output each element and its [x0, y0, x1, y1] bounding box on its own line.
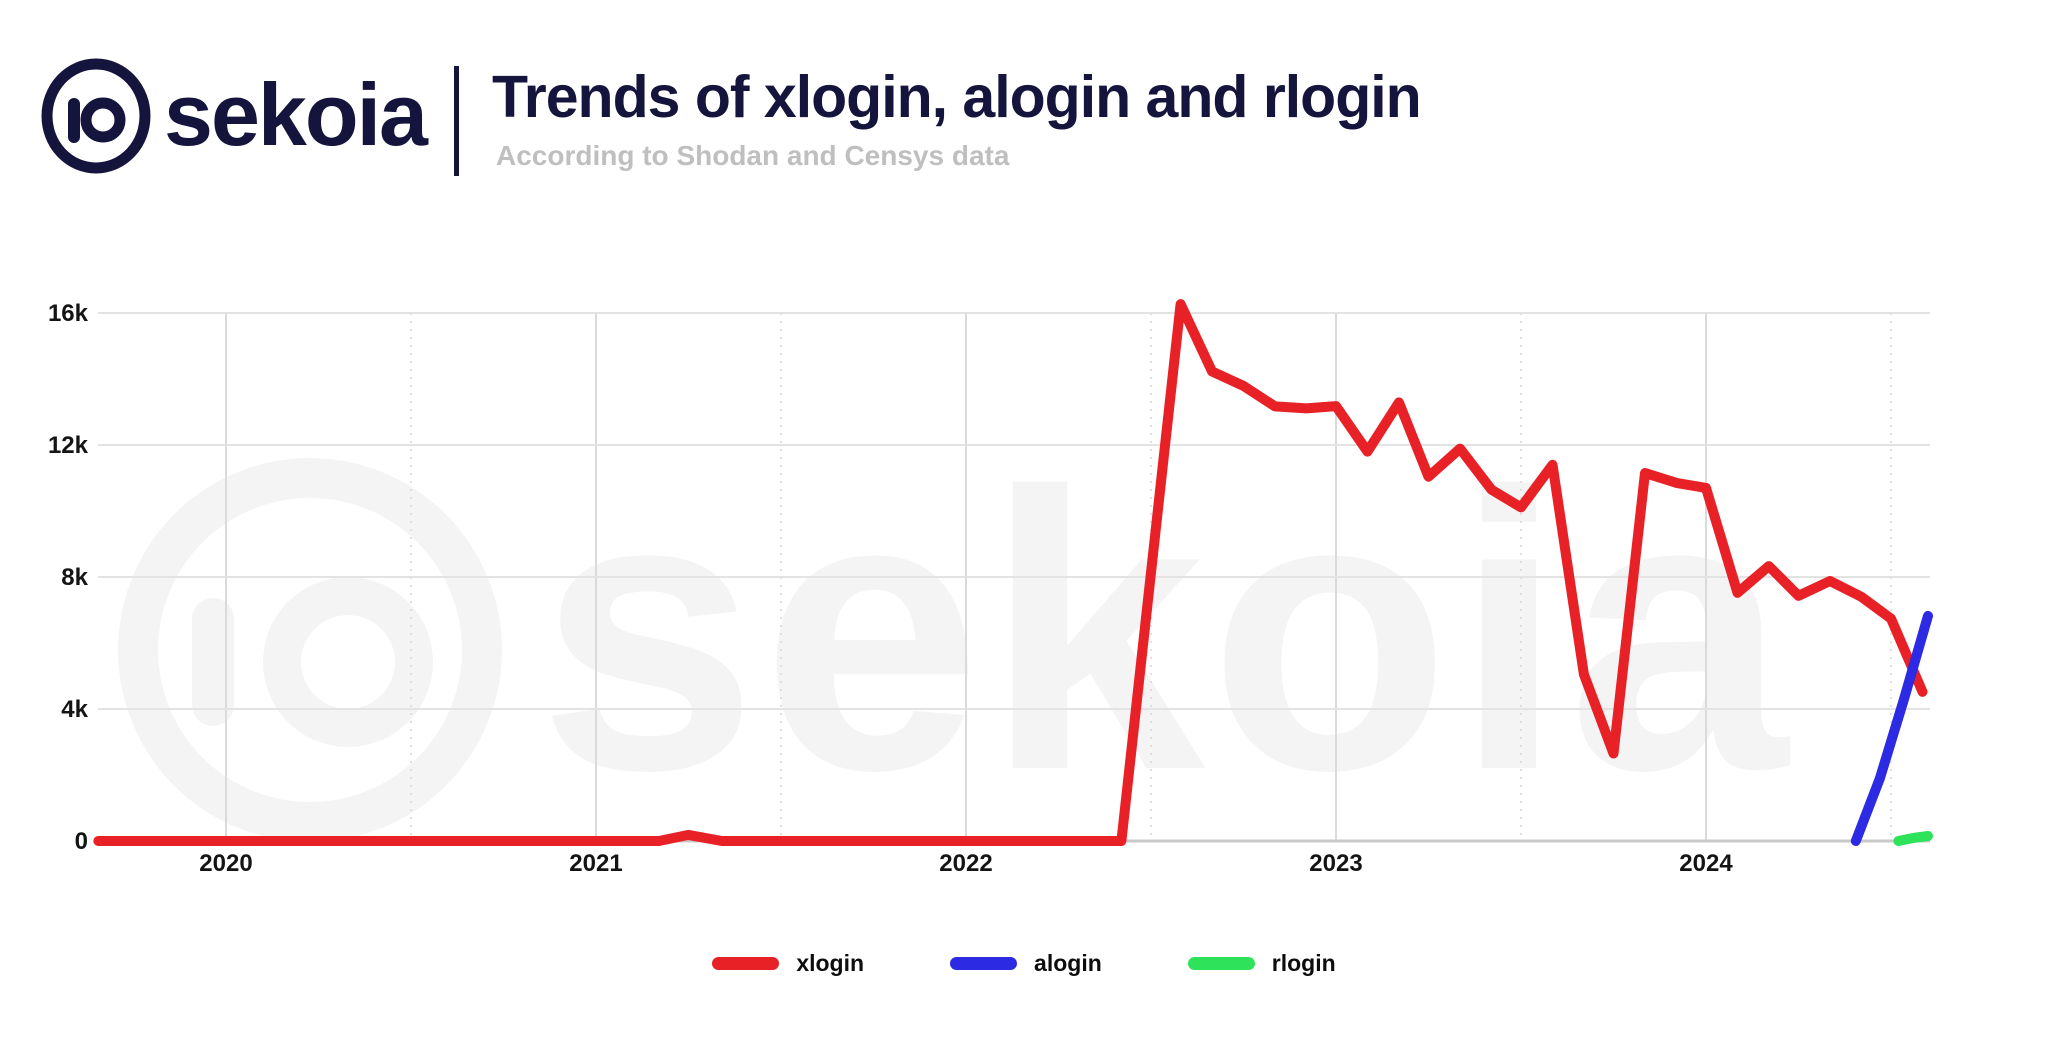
svg-text:4k: 4k — [61, 696, 88, 723]
svg-text:2021: 2021 — [569, 850, 622, 877]
legend-item-alogin: alogin — [950, 950, 1102, 977]
svg-text:0: 0 — [75, 828, 88, 855]
page-subtitle: According to Shodan and Censys data — [496, 140, 1010, 171]
svg-text:16k: 16k — [48, 300, 89, 327]
svg-text:2023: 2023 — [1309, 850, 1362, 877]
chart-legend: xlogin alogin rlogin — [0, 941, 2048, 985]
legend-item-rlogin: rlogin — [1187, 949, 1336, 977]
legend-swatch-rlogin — [1187, 956, 1255, 970]
series-line-xlogin — [93, 299, 1928, 846]
chart-series — [93, 299, 1933, 846]
chart-gridlines — [98, 312, 1930, 843]
legend-item-xlogin: xlogin — [712, 950, 864, 977]
legend-label-alogin: alogin — [1034, 949, 1102, 976]
header-divider — [454, 66, 459, 176]
svg-text:2020: 2020 — [199, 850, 252, 877]
legend-swatch-alogin — [950, 956, 1018, 970]
sekoia-logo-ring-icon — [41, 58, 151, 174]
series-line-alogin — [1850, 610, 1933, 846]
legend-label-rlogin: rlogin — [1271, 949, 1336, 976]
header: sekoia Trends of xlogin, alogin and rlog… — [0, 0, 2048, 210]
legend-swatch-xlogin — [712, 956, 780, 970]
svg-text:2024: 2024 — [1679, 850, 1733, 877]
svg-text:12k: 12k — [48, 432, 89, 459]
chart-axis-labels: 2020 2021 2022 2023 2024 16k 12k 8k 4k 0 — [48, 300, 1733, 877]
legend-label-xlogin: xlogin — [796, 949, 865, 976]
svg-text:8k: 8k — [61, 564, 88, 591]
brand-wordmark: sekoia — [164, 65, 429, 164]
sekoia-logo: sekoia — [41, 58, 431, 174]
svg-text:2022: 2022 — [939, 850, 992, 877]
page-title: Trends of xlogin, alogin and rlogin — [492, 64, 1422, 130]
series-line-rlogin — [1893, 831, 1933, 846]
